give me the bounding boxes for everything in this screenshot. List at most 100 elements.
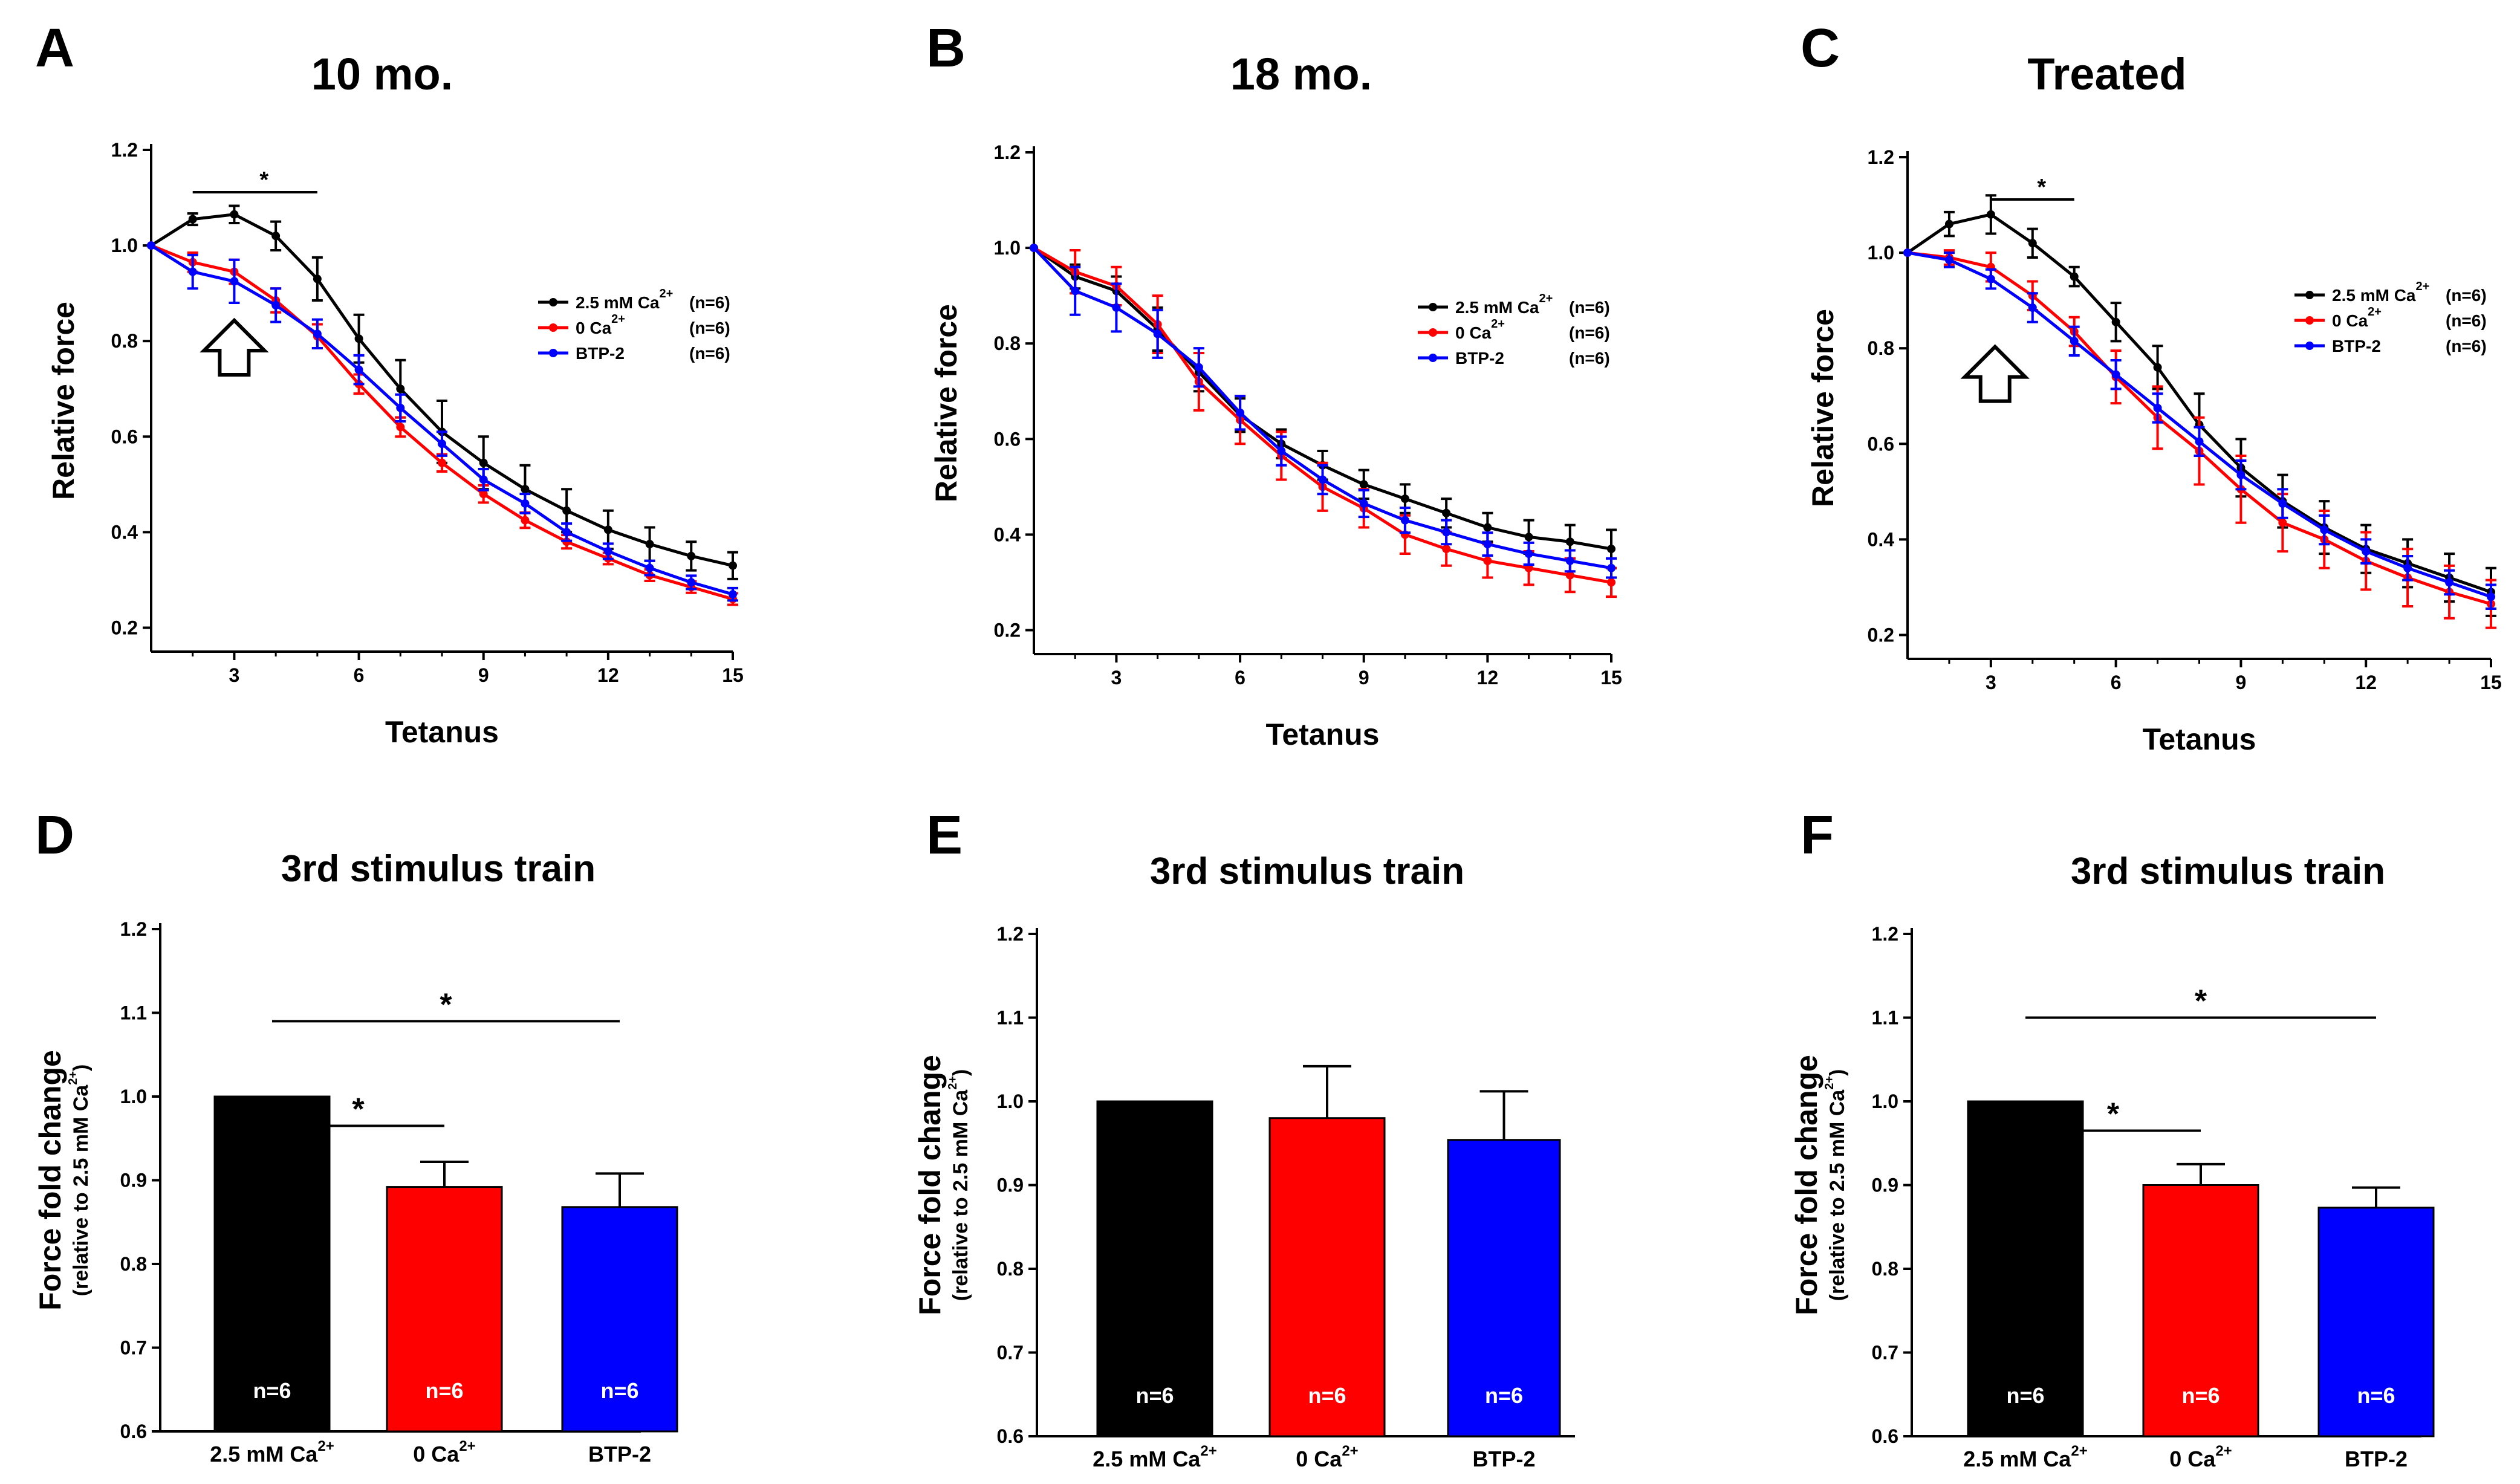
significance-star: * (259, 167, 268, 193)
data-point (438, 439, 446, 449)
bar (386, 1186, 503, 1433)
data-point (271, 300, 281, 309)
data-point (2445, 578, 2454, 587)
data-point (2153, 404, 2162, 412)
data-point (1607, 563, 1616, 572)
data-point (645, 563, 654, 572)
legend-label: 2.5 mM Ca2+ (2332, 280, 2429, 305)
data-point (147, 241, 155, 250)
panel-title: 18 mo. (1230, 49, 1372, 99)
n-label: n=6 (600, 1378, 638, 1403)
legend-marker (1429, 328, 1437, 337)
legend-marker (549, 298, 557, 306)
bar (2142, 1184, 2259, 1437)
panel-title: 3rd stimulus train (281, 848, 596, 890)
data-point (1483, 540, 1492, 549)
y-tick-label: 1.2 (1872, 923, 1898, 945)
legend-marker (2305, 316, 2314, 325)
legend-label: 0 Ca2+ (1455, 317, 1505, 342)
n-label: n=6 (2181, 1383, 2220, 1408)
up-arrow-icon (1960, 344, 2030, 403)
data-point (1030, 244, 1038, 253)
legend-label: 0 Ca2+ (576, 313, 625, 337)
y-axis-label: Force fold change (1790, 1055, 1823, 1315)
data-point (645, 540, 654, 549)
series-btp-2 (1903, 248, 2496, 610)
series-2.5-mm-ca (1030, 244, 1617, 569)
legend-marker (2305, 342, 2314, 350)
data-point (1442, 528, 1451, 537)
data-point (230, 210, 239, 219)
data-point (1565, 537, 1574, 546)
y-tick-label: 0.7 (997, 1342, 1024, 1364)
data-point (479, 475, 488, 484)
data-point (521, 485, 530, 494)
legend-label: 2.5 mM Ca2+ (1455, 292, 1553, 317)
data-point (1236, 408, 1245, 417)
data-point (230, 277, 239, 286)
bar-panel-F: F 3rd stimulus train 0.6 0.7 0.8 0.9 1.0 1.1 1.2… (1790, 805, 2435, 1471)
data-point (1565, 571, 1574, 580)
data-point (2111, 370, 2120, 379)
y-tick-label: 0.2 (1868, 624, 1894, 646)
legend-marker (549, 323, 557, 332)
y-tick-label: 0.9 (997, 1175, 1024, 1196)
data-point (188, 215, 197, 224)
data-point (313, 274, 322, 284)
data-point (354, 334, 363, 343)
y-axis-label: Force fold change (913, 1055, 947, 1315)
category-label: 0 Ca2+ (1296, 1443, 1358, 1471)
significance-star: * (2037, 175, 2046, 200)
data-point (1359, 499, 1368, 508)
data-point (1986, 210, 1995, 219)
data-point (521, 516, 530, 525)
panel-letter: B (926, 18, 966, 79)
y-tick-label: 0.6 (994, 428, 1021, 450)
legend-label: BTP-2 (576, 344, 625, 363)
data-point (2320, 525, 2329, 534)
category-label: 2.5 mM Ca2+ (1963, 1443, 2087, 1471)
y-tick-label: 0.6 (997, 1425, 1024, 1447)
y-tick-label: 1.1 (120, 1002, 147, 1024)
x-tick-label: 6 (1235, 667, 1245, 689)
data-point (562, 528, 571, 537)
n-label: n=6 (425, 1378, 463, 1403)
panel-letter: A (35, 18, 74, 79)
bar (1268, 1117, 1386, 1437)
data-point (729, 590, 737, 599)
legend-n: (n=6) (1569, 323, 1610, 342)
data-point (438, 458, 446, 467)
legend-label: 2.5 mM Ca2+ (576, 287, 673, 312)
legend-label: BTP-2 (2332, 337, 2381, 355)
n-label: n=6 (1135, 1383, 1174, 1408)
data-point (1442, 545, 1451, 554)
y-axis-sublabel: (relative to 2.5 mM Ca2+) (946, 1069, 972, 1301)
x-tick-label: 12 (597, 664, 619, 686)
category-label: BTP-2 (2345, 1447, 2408, 1471)
y-tick-label: 1.2 (997, 923, 1024, 945)
category-label: 0 Ca2+ (2169, 1443, 2232, 1471)
y-axis-label: Force fold change (33, 1050, 67, 1311)
y-tick-label: 0.8 (994, 332, 1021, 354)
x-axis-label: Tetanus (2143, 722, 2256, 756)
panel-title: Treated (2027, 49, 2186, 99)
panel-title: 3rd stimulus train (2071, 851, 2385, 892)
category-label: 2.5 mM Ca2+ (210, 1438, 334, 1466)
y-tick-label: 0.8 (1872, 1258, 1898, 1280)
significance-star: * (352, 1092, 365, 1127)
y-tick-label: 0.8 (1868, 337, 1894, 359)
line-panel-A: A 10 mo. 0.2 0.4 0.6 0.8 1.0 1.2 3 6 9 12 15 Tetanus R… (35, 18, 744, 749)
data-point (1944, 219, 1953, 228)
category-label: 2.5 mM Ca2+ (1093, 1443, 1216, 1471)
x-tick-label: 12 (2355, 672, 2377, 693)
y-tick-label: 1.0 (1868, 242, 1894, 264)
panel-letter: D (35, 805, 74, 866)
data-point (479, 490, 488, 499)
legend-marker (1429, 354, 1437, 362)
data-point (1483, 556, 1492, 565)
n-label: n=6 (2006, 1383, 2044, 1408)
data-point (603, 547, 612, 556)
data-point (354, 365, 363, 374)
y-tick-label: 0.2 (994, 619, 1021, 641)
